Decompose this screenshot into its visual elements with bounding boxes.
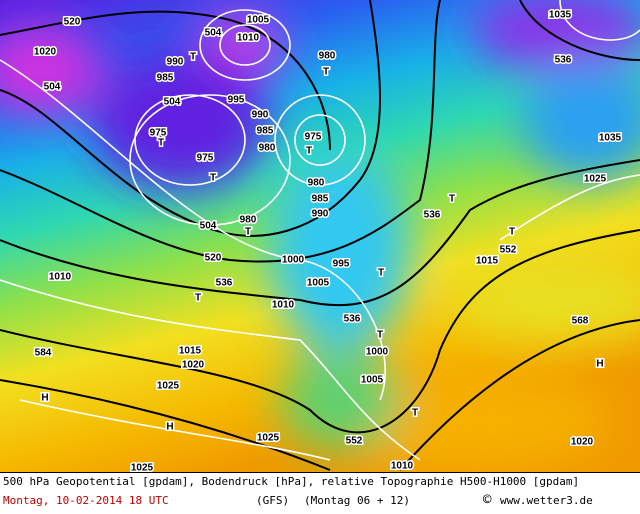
map-label: 1010	[237, 33, 260, 44]
map-label: 504	[200, 221, 217, 232]
weather-map: 520 504 1020 504 990 985 T 1010 1005 504 995 990 985…	[0, 0, 640, 472]
map-label: 1015	[476, 256, 499, 267]
map-label: T	[306, 146, 312, 157]
pressure-contours	[0, 0, 640, 460]
map-label: T	[509, 227, 515, 238]
map-label: 568	[572, 316, 589, 327]
map-label: 1005	[247, 15, 270, 26]
map-label: 520	[205, 253, 222, 264]
map-label: 980	[308, 178, 325, 189]
map-label: H	[596, 359, 603, 370]
copyright: ©	[483, 492, 492, 508]
map-label: 985	[312, 194, 329, 205]
footer: 500 hPa Geopotential [gpdam], Bodendruck…	[0, 472, 640, 514]
map-label: 536	[344, 314, 361, 325]
map-labels: 520 504 1020 504 990 985 T 1010 1005 504 995 990 985…	[32, 8, 623, 472]
map-label: T	[378, 268, 384, 279]
map-label: 552	[500, 245, 517, 256]
map-label: 1010	[272, 300, 295, 311]
map-label: 980	[319, 51, 336, 62]
map-label: 1000	[366, 347, 389, 358]
date: Montag, 10-02-2014 18 UTC	[3, 494, 169, 507]
map-label: 1020	[34, 47, 57, 58]
map-label: 536	[216, 278, 233, 289]
map-label: 990	[312, 209, 329, 220]
run: (Montag 06 + 12)	[304, 494, 410, 507]
map-label: 1005	[361, 375, 384, 386]
map-label: 980	[259, 143, 276, 154]
map-label: 1035	[599, 133, 622, 144]
map-label: 504	[44, 82, 61, 93]
map-label: 975	[305, 132, 322, 143]
map-label: H	[166, 422, 173, 433]
map-label: T	[210, 173, 216, 184]
map-label: 985	[157, 73, 174, 84]
map-label: T	[412, 408, 418, 419]
map-label: 552	[346, 436, 363, 447]
map-label: T	[195, 293, 201, 304]
map-label: T	[190, 52, 196, 63]
map-label: 990	[252, 110, 269, 121]
map-label: 536	[555, 55, 572, 66]
model: (GFS)	[256, 494, 290, 507]
map-label: 990	[167, 57, 184, 68]
map-label: 1025	[257, 433, 280, 444]
map-label: 975	[150, 128, 167, 139]
map-label: 995	[228, 95, 245, 106]
source: www.wetter3.de	[500, 494, 593, 507]
map-label: 584	[35, 348, 52, 359]
map-label: 980	[240, 215, 257, 226]
map-label: 536	[424, 210, 441, 221]
map-label: 1025	[157, 381, 180, 392]
map-label: 1020	[182, 360, 205, 371]
map-label: 1020	[571, 437, 594, 448]
map-label: T	[158, 138, 164, 149]
map-label: 995	[333, 259, 350, 270]
map-label: H	[41, 393, 48, 404]
map-label: 1015	[179, 346, 202, 357]
map-label: 504	[164, 97, 181, 108]
map-label: 504	[205, 28, 222, 39]
map-label: 985	[257, 126, 274, 137]
map-label: 1035	[549, 10, 572, 21]
map-label: 1025	[584, 174, 607, 185]
height-contours	[0, 0, 640, 471]
map-label: T	[323, 67, 329, 78]
map-label: 1025	[131, 463, 154, 472]
map-label: 1010	[391, 461, 414, 472]
map-label: 1005	[307, 278, 330, 289]
map-label: 520	[64, 17, 81, 28]
map-label: 1010	[49, 272, 72, 283]
map-label: T	[449, 194, 455, 205]
map-label: T	[245, 227, 251, 238]
caption: 500 hPa Geopotential [gpdam], Bodendruck…	[3, 475, 580, 488]
map-label: T	[377, 330, 383, 341]
map-label: 975	[197, 153, 214, 164]
map-label: 1000	[282, 255, 305, 266]
